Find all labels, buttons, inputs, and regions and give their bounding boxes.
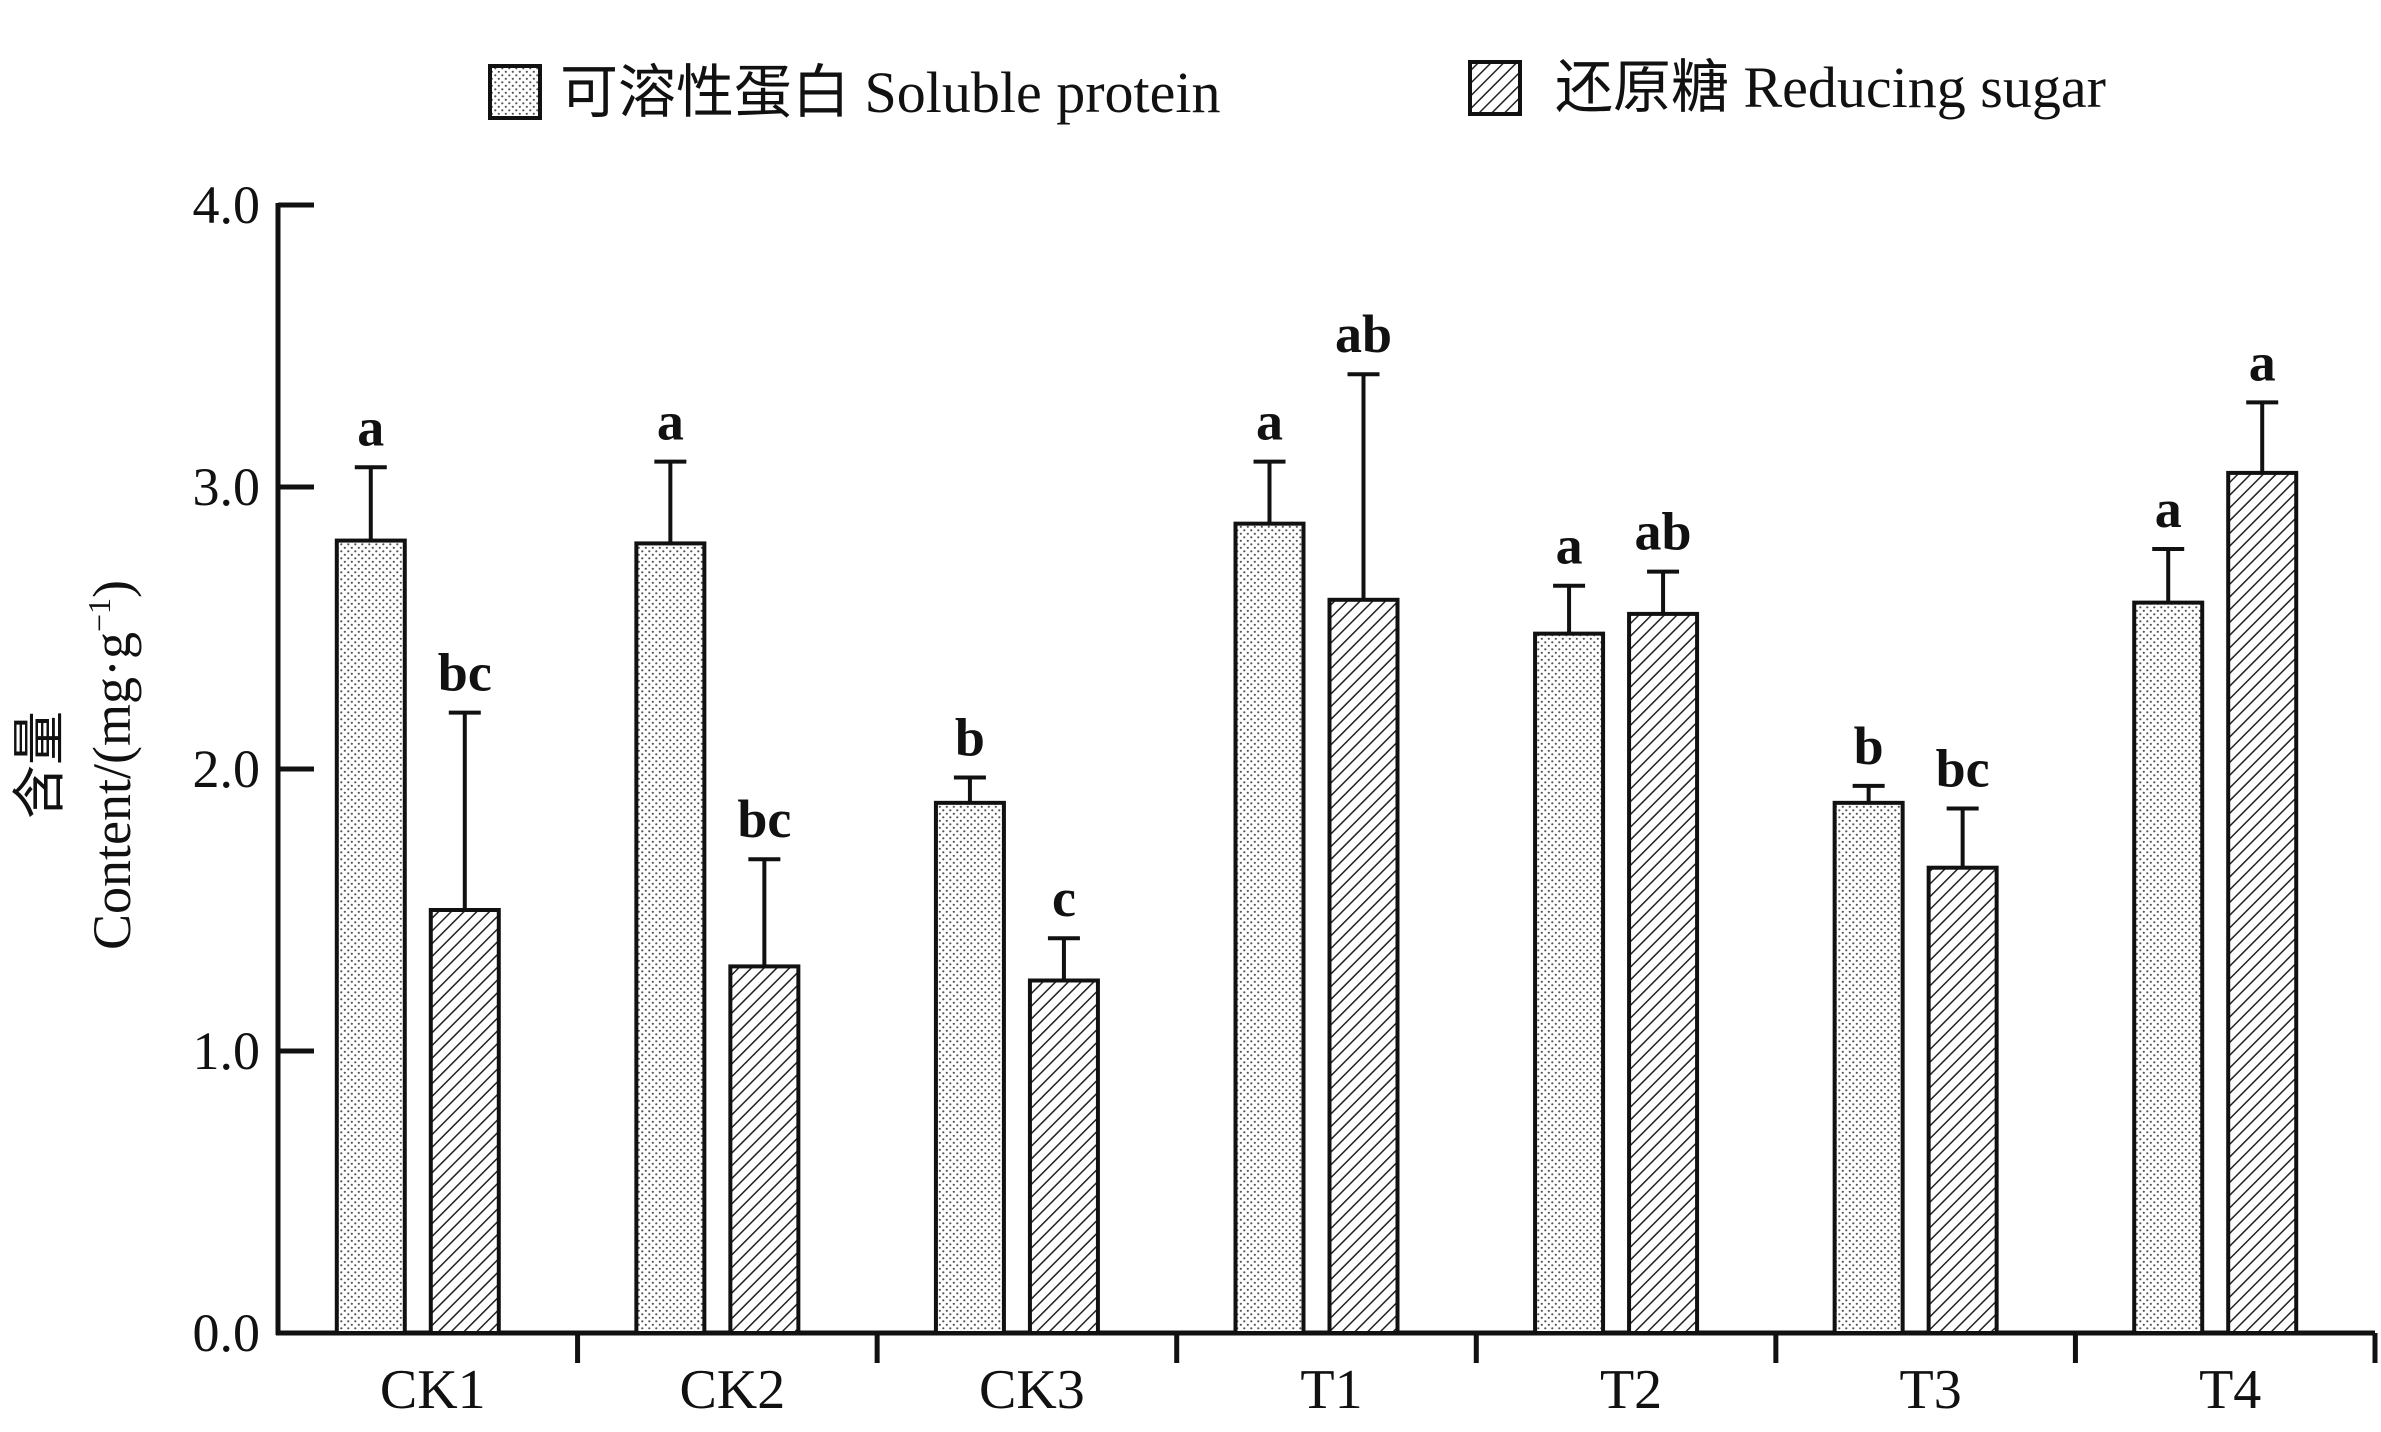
bar-soluble-protein (933, 800, 1006, 1335)
x-tick-label: CK3 (979, 1359, 1085, 1421)
legend-swatch-reducing-sugar (1468, 60, 1522, 116)
axes: 0.0 1.0 2.0 3.0 4.0 CK1 CK2 CK3 T1 T2 T3 T4 (193, 175, 2378, 1421)
bar-reducing-sugar (1027, 978, 1100, 1335)
bar-reducing-sugar (1327, 597, 1400, 1335)
significance-letter: a (657, 392, 684, 452)
significance-letter: a (1256, 392, 1283, 452)
y-tick-label: 3.0 (193, 457, 261, 517)
significance-letter: a (2155, 479, 2182, 539)
significance-letter: a (1556, 516, 1583, 576)
x-tick-label: T2 (1600, 1359, 1662, 1421)
y-tick-label: 1.0 (193, 1021, 261, 1081)
legend-label-reducing-sugar: 还原糖 Reducing sugar (1555, 55, 2106, 120)
legend: 可溶性蛋白 Soluble protein 还原糖 Reducing sugar (488, 55, 2106, 125)
x-tick-label: T4 (2199, 1359, 2261, 1421)
y-axis-label-en: Content/(mg·g−1) (81, 580, 142, 950)
bar-soluble-protein (1533, 631, 1606, 1335)
significance-letter: bc (1936, 738, 1990, 798)
bar-reducing-sugar (1926, 865, 1999, 1335)
significance-letter: a (2249, 332, 2276, 392)
significance-letter: ab (1635, 502, 1692, 562)
legend-item-soluble-protein: 可溶性蛋白 Soluble protein (488, 60, 1221, 125)
bar-soluble-protein (334, 538, 407, 1335)
bar-reducing-sugar (728, 964, 801, 1336)
y-tick-label: 2.0 (193, 739, 261, 799)
significance-letter: b (1854, 716, 1884, 776)
x-tick-label: CK1 (380, 1359, 486, 1421)
x-tick-label: CK2 (679, 1359, 785, 1421)
bar-reducing-sugar (2226, 470, 2299, 1335)
significance-letter: c (1052, 868, 1076, 928)
y-tick-label: 4.0 (193, 175, 261, 235)
significance-letter: bc (438, 643, 492, 703)
legend-swatch-soluble-protein (488, 64, 542, 120)
y-axis-label: 含量 Content/(mg·g−1) (10, 580, 142, 950)
bar-soluble-protein (1233, 521, 1306, 1335)
x-tick-label: T1 (1300, 1359, 1362, 1421)
significance-letter: a (357, 397, 384, 457)
bar-soluble-protein (634, 541, 707, 1335)
y-axis-label-cn: 含量 (10, 711, 70, 819)
y-tick-label: 0.0 (193, 1303, 261, 1363)
bar-reducing-sugar (1627, 611, 1700, 1335)
significance-letter: bc (737, 789, 791, 849)
bar-soluble-protein (2132, 600, 2205, 1335)
legend-label-soluble-protein: 可溶性蛋白 Soluble protein (560, 60, 1221, 125)
bar-soluble-protein (1832, 800, 1905, 1335)
significance-letter: b (955, 707, 985, 767)
x-tick-label: T3 (1900, 1359, 1962, 1421)
significance-letter: ab (1335, 304, 1392, 364)
legend-item-reducing-sugar: 还原糖 Reducing sugar (1468, 55, 2106, 120)
bar-reducing-sugar (428, 908, 501, 1335)
